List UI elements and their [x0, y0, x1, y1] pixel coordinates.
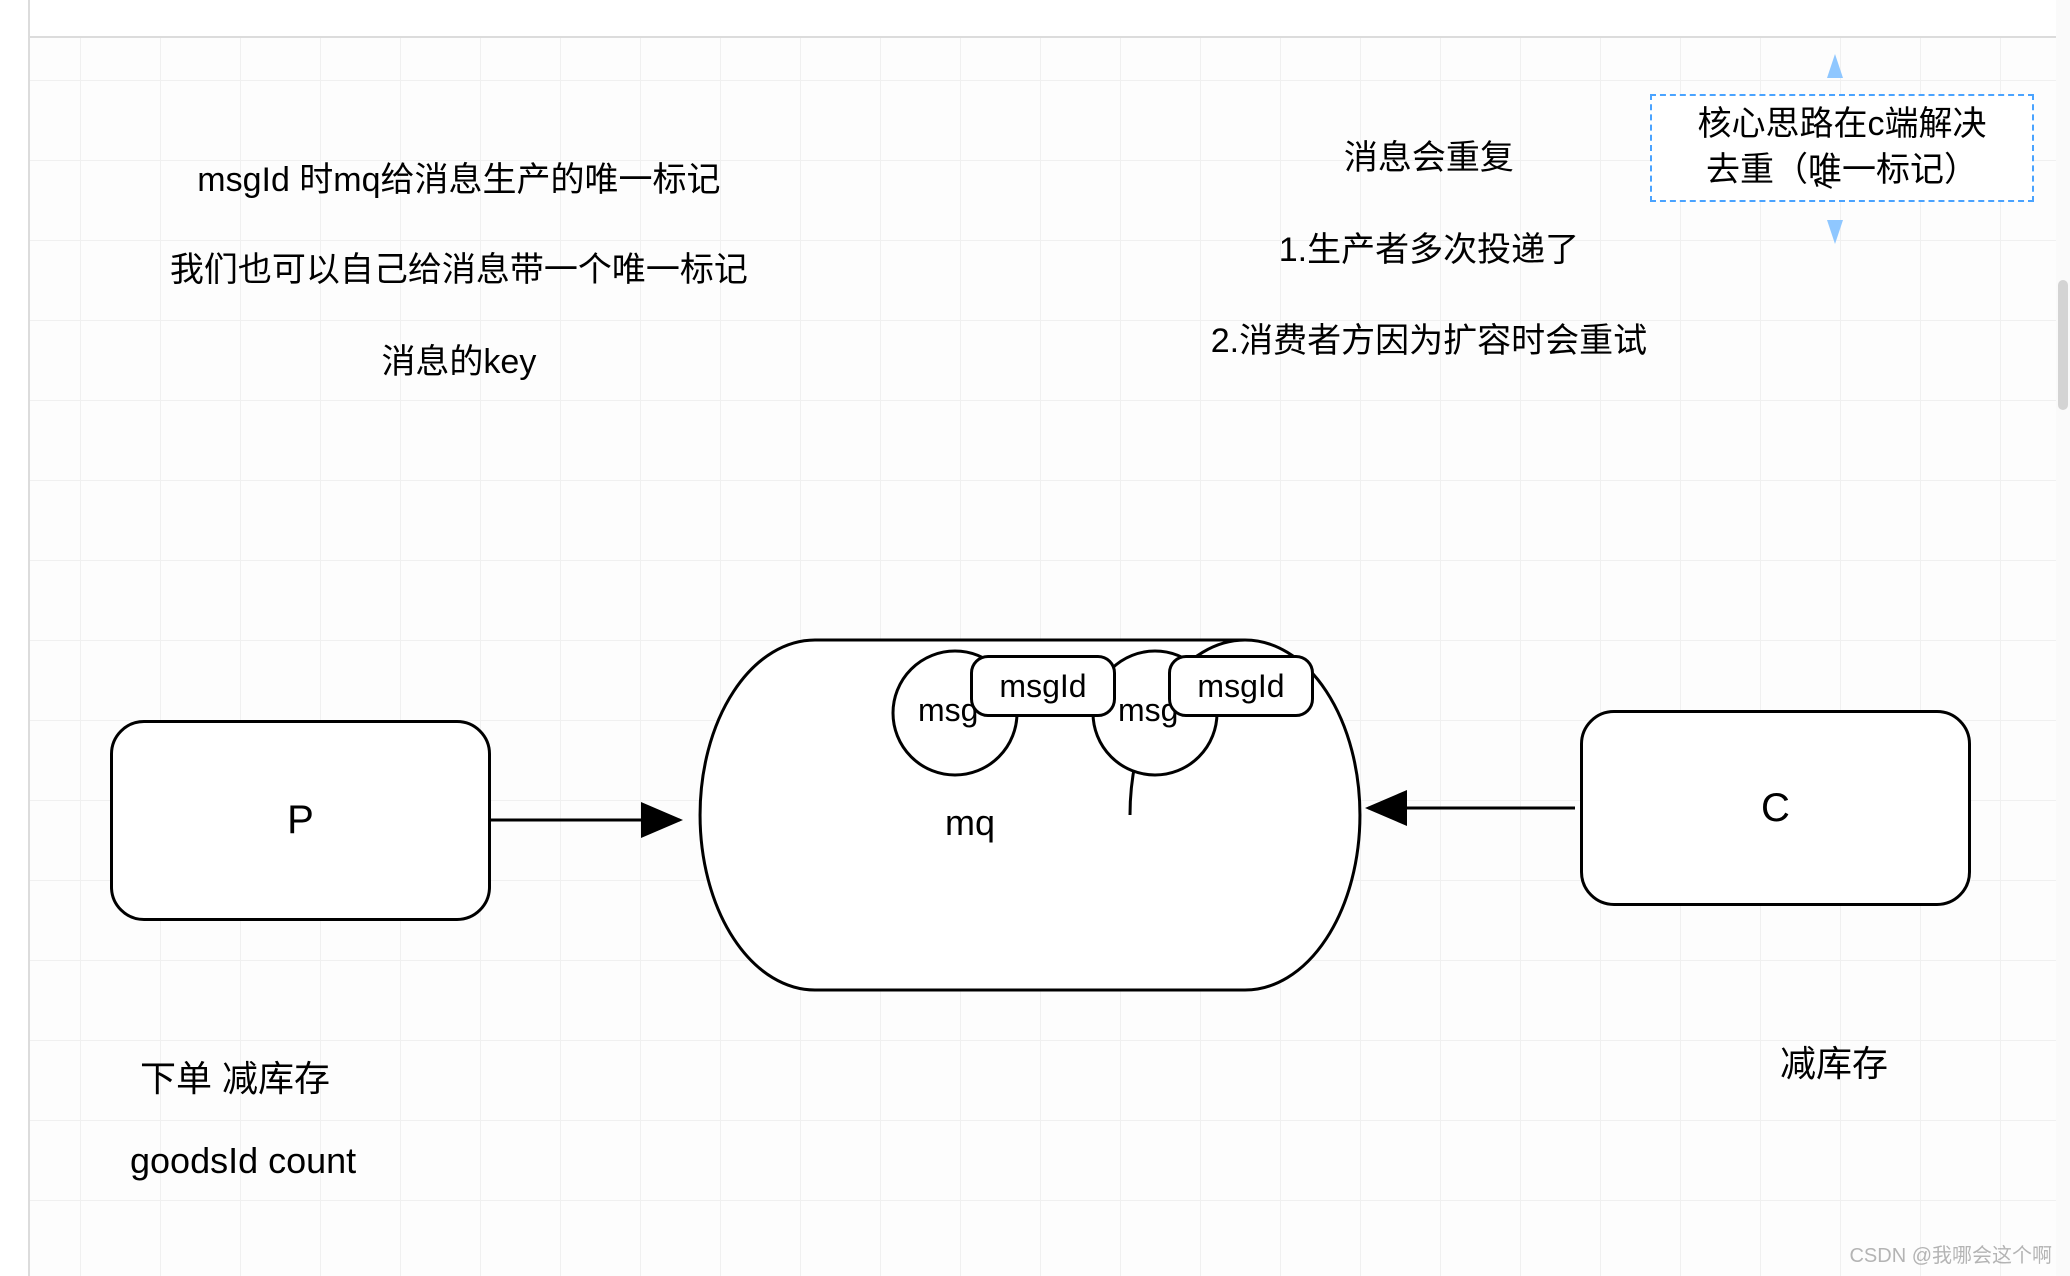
c-caption: 减库存: [1780, 1035, 1888, 1087]
msgid-tag-1-label: msgId: [999, 668, 1086, 705]
diagram-canvas[interactable]: msgId 时mq给消息生产的唯一标记 我们也可以自己给消息带一个唯一标记 消息…: [0, 0, 2070, 1276]
msgid-tag-2[interactable]: msgId: [1168, 655, 1314, 717]
core-idea-l2: 去重（唯一标记）: [1706, 151, 1978, 189]
consumer-box[interactable]: C: [1580, 710, 1971, 906]
msgid-tag-1[interactable]: msgId: [970, 655, 1116, 717]
msgid-tag-2-label: msgId: [1197, 668, 1284, 705]
scrollbar-thumb[interactable]: [2058, 280, 2068, 410]
watermark: CSDN @我哪会这个啊: [1849, 1239, 2052, 1268]
producer-label: P: [287, 798, 314, 843]
scrollbar-track[interactable]: [2056, 0, 2070, 1276]
mq-label: mq: [945, 802, 995, 844]
ruler-left: [0, 0, 30, 1276]
note-repeat-l2: 2.消费者方因为扩容时会重试: [1211, 322, 1647, 360]
producer-box[interactable]: P: [110, 720, 491, 921]
note-repeat-l1: 1.生产者多次投递了: [1279, 231, 1579, 269]
p-caption-2: goodsId count: [130, 1140, 356, 1182]
p-caption-1: 下单 减库存: [140, 1050, 330, 1102]
note-msgid-l1: msgId 时mq给消息生产的唯一标记: [197, 161, 720, 199]
consumer-label: C: [1761, 786, 1790, 831]
note-msgkey-l1: 我们也可以自己给消息带一个唯一标记: [170, 251, 748, 289]
note-core-idea-selected[interactable]: 核心思路在c端解决 去重（唯一标记）: [1650, 94, 2034, 202]
note-msgkey: 我们也可以自己给消息带一个唯一标记 消息的key: [100, 202, 780, 431]
note-msgkey-l2: 消息的key: [381, 343, 536, 381]
note-repeat-title: 消息会重复: [1344, 139, 1514, 177]
ruler-top: [0, 0, 2060, 38]
core-idea-l1: 核心思路在c端解决: [1698, 105, 1987, 143]
note-repeat: 消息会重复 1.生产者多次投递了 2.消费者方因为扩容时会重试: [1100, 90, 1720, 411]
